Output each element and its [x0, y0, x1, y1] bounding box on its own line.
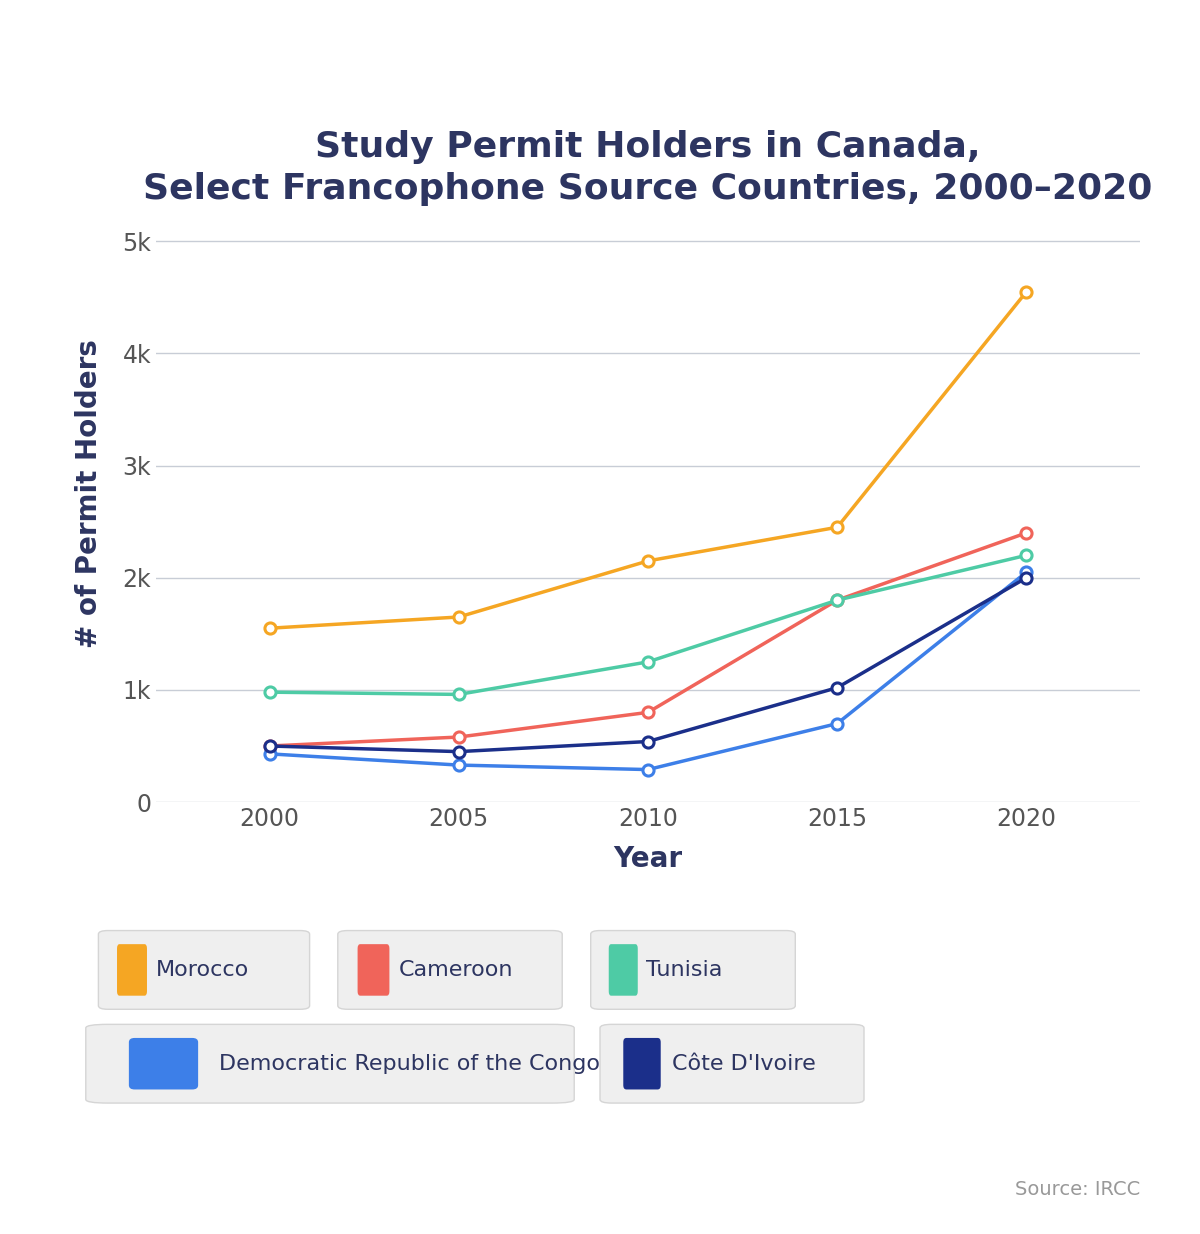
Line: Tunisia: Tunisia [264, 549, 1032, 700]
FancyBboxPatch shape [590, 930, 796, 1009]
FancyBboxPatch shape [338, 930, 563, 1009]
Tunisia [830, 592, 845, 607]
Text: Year: Year [613, 845, 683, 874]
FancyBboxPatch shape [623, 1038, 661, 1090]
Text: Source: IRCC: Source: IRCC [1015, 1181, 1140, 1199]
Text: Tunisia: Tunisia [647, 960, 722, 980]
Cameroon [451, 729, 466, 744]
Democratic Republic of the Congo [830, 716, 845, 731]
FancyBboxPatch shape [600, 1024, 864, 1103]
Tunisia [1019, 548, 1033, 563]
Cameroon [1019, 526, 1033, 540]
Line: Morocco: Morocco [264, 286, 1032, 634]
FancyBboxPatch shape [118, 944, 146, 996]
FancyBboxPatch shape [608, 944, 637, 996]
Côte D'Ivoire [641, 734, 655, 749]
Morocco [830, 520, 845, 534]
Morocco [263, 621, 277, 636]
Cameroon [263, 739, 277, 754]
Democratic Republic of the Congo [451, 758, 466, 772]
Y-axis label: # of Permit Holders: # of Permit Holders [74, 339, 103, 648]
Text: Morocco: Morocco [156, 960, 250, 980]
Tunisia [263, 685, 277, 700]
FancyBboxPatch shape [128, 1038, 198, 1090]
Line: Democratic Republic of the Congo: Democratic Republic of the Congo [264, 566, 1032, 775]
FancyBboxPatch shape [358, 944, 390, 996]
Côte D'Ivoire [830, 680, 845, 695]
Democratic Republic of the Congo [263, 747, 277, 761]
Line: Cameroon: Cameroon [264, 527, 1032, 752]
FancyBboxPatch shape [98, 930, 310, 1009]
Côte D'Ivoire [263, 739, 277, 754]
Democratic Republic of the Congo [641, 763, 655, 777]
Cameroon [641, 705, 655, 719]
Text: Democratic Republic of the Congo: Democratic Republic of the Congo [220, 1054, 600, 1074]
Text: Study Permit Holders in Canada,
Select Francophone Source Countries, 2000–2020: Study Permit Holders in Canada, Select F… [143, 130, 1153, 206]
Cameroon [830, 592, 845, 607]
Democratic Republic of the Congo [1019, 565, 1033, 580]
Morocco [641, 554, 655, 569]
Tunisia [641, 654, 655, 669]
FancyBboxPatch shape [86, 1024, 575, 1103]
Text: Cameroon: Cameroon [398, 960, 514, 980]
Côte D'Ivoire [1019, 570, 1033, 585]
Tunisia [451, 687, 466, 702]
Morocco [451, 610, 466, 624]
Line: Côte D'Ivoire: Côte D'Ivoire [264, 573, 1032, 758]
Text: Côte D'Ivoire: Côte D'Ivoire [672, 1054, 816, 1074]
Côte D'Ivoire [451, 744, 466, 759]
Morocco [1019, 284, 1033, 299]
